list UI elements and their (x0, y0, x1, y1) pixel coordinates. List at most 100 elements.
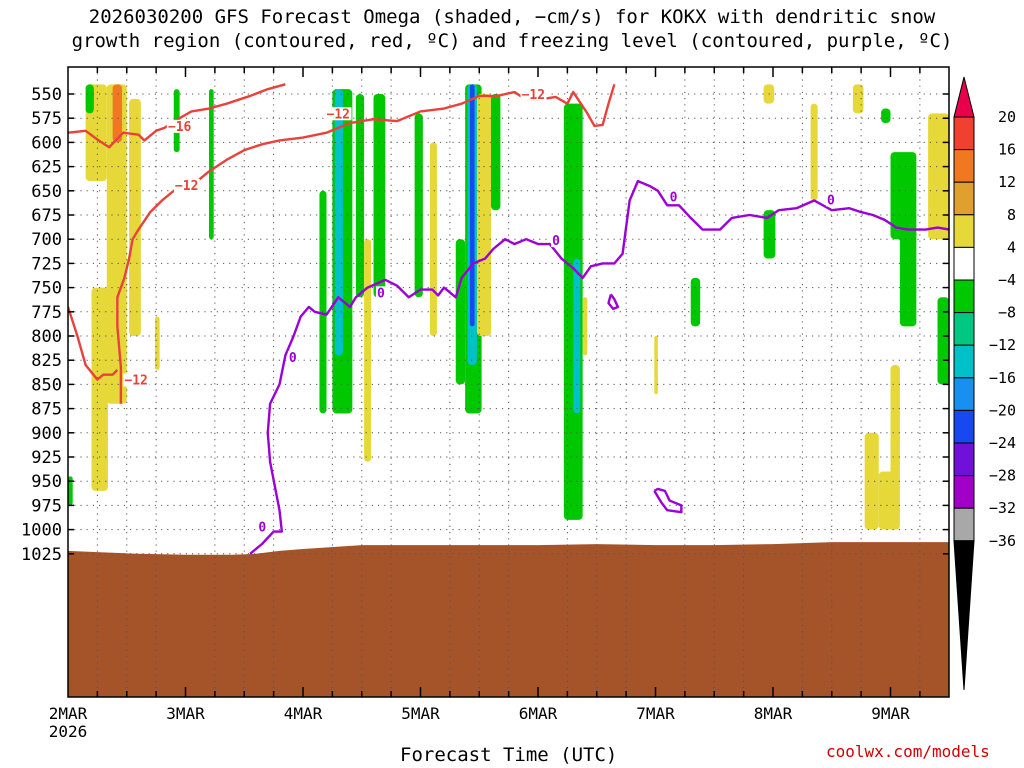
y-tick-label: 1000 (21, 521, 62, 541)
contour-label-bg (257, 520, 268, 534)
omega-shade-cell (654, 336, 658, 395)
colorbar-label: −20 (989, 401, 1016, 419)
colorbar-label: 4 (1007, 238, 1016, 256)
y-tick-label: 575 (31, 109, 62, 129)
contour-layer (68, 83, 949, 555)
contour-label-bg (520, 87, 547, 101)
omega-shade-cell (881, 108, 891, 124)
y-tick-label: 600 (31, 133, 62, 153)
omega-shade-cell (937, 297, 949, 385)
omega-shade-cell (810, 103, 818, 201)
colorbar-label: −24 (989, 434, 1016, 452)
x-tick-label: 9MAR (871, 704, 910, 723)
contour-label: 0 (827, 193, 835, 208)
y-tick-label: 925 (31, 448, 62, 468)
omega-shade-cell (334, 89, 343, 356)
colorbar-segment (953, 507, 975, 542)
y-tick-label: 825 (31, 351, 62, 371)
omega-shade-cell (878, 471, 900, 530)
contour-label: −12 (327, 107, 350, 122)
colorbar-segment (953, 214, 975, 248)
x-axis-label: Forecast Time (UTC) (400, 744, 618, 766)
y-tick-label: 1025 (21, 545, 62, 565)
contour-label-layer: −16 −12 −12 −12 −12 0 0 0 0 0 0 (123, 87, 837, 536)
colorbar-segment (953, 149, 975, 183)
colorbar-segment (953, 116, 975, 151)
x-tick-label: 7MAR (636, 704, 675, 723)
contour-label: 0 (670, 191, 678, 206)
y-tick-label: 900 (31, 424, 62, 444)
contour-label: −12 (522, 88, 545, 103)
omega-shade-cell (129, 98, 141, 336)
omega-shade-cell (455, 239, 466, 385)
chart-title-line-1: 2026030200 GFS Forecast Omega (shaded, −… (88, 6, 936, 28)
contour-label: 0 (258, 521, 266, 536)
dgz-contour-line (68, 306, 119, 381)
contour-label-bg (376, 286, 387, 300)
omega-shade-cell (864, 432, 879, 530)
omega-shade-cell (373, 94, 386, 298)
omega-shade-cell (582, 297, 588, 356)
contour-label: 0 (552, 234, 560, 249)
y-tick-label: 750 (31, 279, 62, 299)
x-tick-label: 6MAR (519, 704, 558, 723)
freezing-level-line (653, 487, 683, 514)
omega-shade-cell (890, 365, 900, 482)
colorbar-label: −12 (989, 336, 1016, 354)
chart-title-line-2: growth region (contoured, red, ºC) and f… (71, 30, 953, 52)
colorbar-segment (953, 409, 975, 444)
y-tick-label: 700 (31, 230, 62, 250)
colorbar-label: 12 (998, 173, 1016, 191)
omega-shade-cell (928, 113, 949, 240)
colorbar-bottom-arrow (953, 540, 975, 691)
y-tick-label: 800 (31, 327, 62, 347)
colorbar-segment (953, 344, 975, 379)
freezing-level-line (607, 293, 620, 311)
x-tick-label: 2MAR (49, 704, 88, 723)
colorbar-label: −4 (998, 271, 1016, 289)
x-tick-sublabel: 2026 (49, 722, 88, 741)
y-tick-label: 550 (31, 85, 62, 105)
colorbar-segment (953, 475, 975, 509)
omega-shade-cell (899, 229, 917, 327)
dgz-contour-line (68, 83, 286, 149)
x-tick-label: 3MAR (166, 704, 205, 723)
y-axis: 550 575 600 625 650 675 700 725 750 775 800 825 850 8… (21, 85, 949, 565)
omega-shade-cell (91, 287, 108, 491)
contour-label-bg (123, 373, 150, 387)
x-tick-label: 4MAR (284, 704, 323, 723)
omega-shade-cell (852, 84, 864, 114)
colorbar-label: 20 (998, 108, 1016, 126)
y-tick-label: 850 (31, 375, 62, 395)
omega-shade-cell (209, 89, 214, 240)
contour-label: 0 (377, 286, 385, 301)
y-tick-label: 725 (31, 254, 62, 274)
colorbar-label: −36 (989, 532, 1016, 550)
colorbar-segment (953, 279, 975, 314)
y-tick-label: 975 (31, 496, 62, 516)
omega-shade-cell (491, 94, 501, 211)
omega-shade-cell (414, 113, 423, 298)
omega-shade-cell (106, 84, 127, 404)
x-tick-label: 5MAR (401, 704, 440, 723)
contour-label-bg (551, 234, 562, 248)
colorbar-label: −8 (998, 304, 1016, 322)
omega-shade-cell (68, 476, 73, 506)
contour-label-bg (325, 107, 352, 121)
contour-label-bg (173, 178, 200, 192)
colorbar-label: 8 (1007, 206, 1016, 224)
contour-label-bg (166, 119, 193, 133)
contour-label: −12 (175, 179, 198, 194)
contour-label: −12 (124, 373, 147, 388)
omega-shade-cell (763, 210, 776, 259)
omega-shade-cell (112, 84, 123, 143)
omega-shade-cell (469, 84, 475, 327)
contour-label: −16 (168, 120, 192, 135)
colorbar-segment (953, 312, 975, 346)
omega-shade-cell (690, 277, 701, 327)
colorbar-label: 16 (998, 141, 1016, 159)
y-tick-label: 675 (31, 206, 62, 226)
omega-shade-cell (429, 142, 437, 336)
